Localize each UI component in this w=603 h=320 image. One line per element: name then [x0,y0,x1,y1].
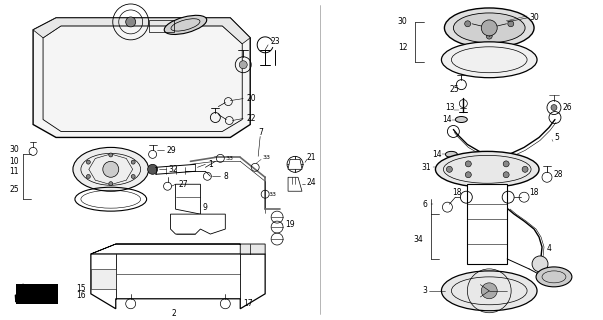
Text: FR.: FR. [21,289,37,298]
Text: 18: 18 [529,188,538,197]
Text: 14: 14 [432,150,441,159]
Circle shape [148,164,157,174]
Text: 29: 29 [166,146,176,155]
Text: 13: 13 [445,103,455,112]
Text: 3: 3 [423,286,428,295]
Circle shape [481,20,497,36]
Circle shape [481,283,497,299]
Circle shape [86,160,90,164]
Circle shape [465,21,471,27]
Polygon shape [33,18,250,44]
Text: 24: 24 [307,178,317,187]
Polygon shape [288,177,302,191]
Text: 32: 32 [169,165,178,174]
Text: 30: 30 [529,13,539,22]
Text: 20: 20 [246,94,256,103]
Text: 18: 18 [453,188,462,197]
Text: 14: 14 [442,115,452,124]
Ellipse shape [446,151,457,157]
Polygon shape [288,159,302,169]
Polygon shape [33,18,250,137]
Ellipse shape [444,8,534,48]
Text: 31: 31 [422,163,432,172]
Circle shape [239,61,247,69]
Circle shape [503,172,509,178]
Text: 4: 4 [547,244,552,253]
Circle shape [125,17,136,27]
Circle shape [109,153,113,157]
Circle shape [508,21,514,27]
Polygon shape [91,269,116,289]
Circle shape [86,174,90,179]
Text: 30: 30 [398,17,408,27]
Ellipse shape [536,267,572,287]
Text: 17: 17 [243,299,253,308]
Ellipse shape [164,15,207,35]
Text: 10: 10 [10,157,19,166]
Circle shape [486,33,492,39]
Circle shape [131,160,135,164]
Text: 16: 16 [76,291,86,300]
Polygon shape [91,254,265,309]
Text: 2: 2 [171,309,176,318]
Text: 33: 33 [262,155,270,160]
Bar [467,184,507,264]
Text: 26: 26 [563,103,573,112]
Circle shape [446,166,452,172]
Text: 5: 5 [554,133,559,142]
Text: 1: 1 [209,160,213,169]
Polygon shape [91,244,265,254]
Polygon shape [175,184,200,214]
Text: 11: 11 [10,167,19,176]
Text: 19: 19 [285,220,295,228]
Ellipse shape [453,13,525,43]
Circle shape [466,172,472,178]
Text: 27: 27 [178,180,188,189]
Ellipse shape [435,151,539,187]
Text: 15: 15 [76,284,86,293]
Circle shape [551,105,557,110]
Ellipse shape [455,116,467,123]
Ellipse shape [441,42,537,78]
Ellipse shape [441,271,537,311]
Circle shape [131,174,135,179]
Text: 28: 28 [554,170,563,179]
Circle shape [503,161,509,167]
Text: 7: 7 [258,128,263,137]
Polygon shape [16,284,58,304]
Text: 30: 30 [10,145,19,154]
Text: 8: 8 [223,172,228,181]
Polygon shape [43,26,242,132]
Circle shape [532,256,548,272]
Bar [148,20,174,32]
Circle shape [466,161,472,167]
Text: 12: 12 [398,43,408,52]
Circle shape [103,161,119,177]
Text: 6: 6 [423,200,428,209]
Circle shape [522,166,528,172]
Text: 34: 34 [414,235,423,244]
Polygon shape [171,214,226,234]
Circle shape [109,182,113,186]
Text: 21: 21 [307,153,317,162]
Text: 25: 25 [450,85,459,94]
Text: 25: 25 [10,185,19,194]
Text: 33: 33 [268,192,276,197]
Text: 22: 22 [246,114,256,123]
Text: 33: 33 [226,156,233,161]
Ellipse shape [73,148,148,191]
Text: 23: 23 [270,37,280,46]
Text: 9: 9 [203,203,207,212]
